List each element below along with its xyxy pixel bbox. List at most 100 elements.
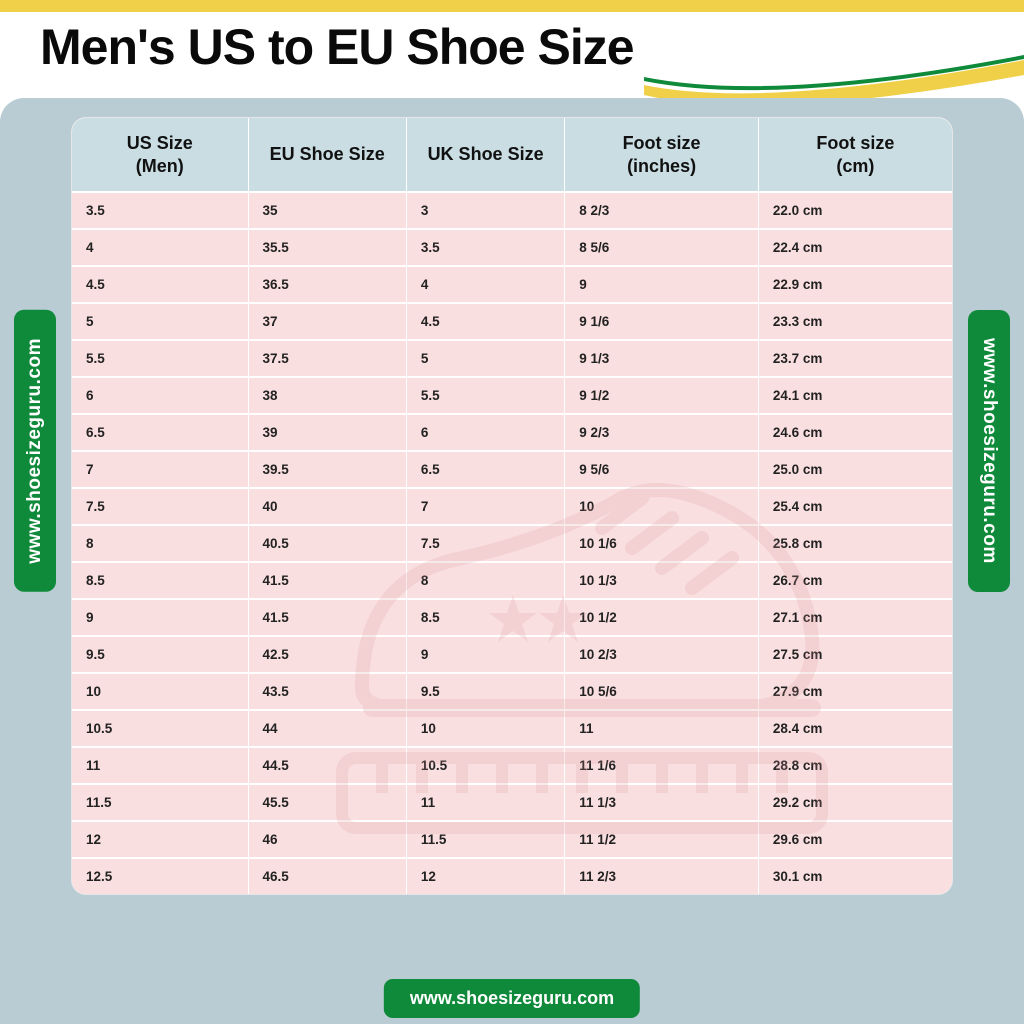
table-cell: 22.4 cm (758, 229, 952, 266)
table-cell: 23.3 cm (758, 303, 952, 340)
table-cell: 26.7 cm (758, 562, 952, 599)
column-header: UK Shoe Size (406, 118, 564, 192)
table-cell: 3.5 (406, 229, 564, 266)
table-cell: 39.5 (248, 451, 406, 488)
table-cell: 10 (406, 710, 564, 747)
table-cell: 25.8 cm (758, 525, 952, 562)
table-row: 3.53538 2/322.0 cm (72, 192, 952, 229)
table-row: 6.53969 2/324.6 cm (72, 414, 952, 451)
table-cell: 4.5 (72, 266, 248, 303)
table-cell: 41.5 (248, 599, 406, 636)
column-header: EU Shoe Size (248, 118, 406, 192)
table-cell: 43.5 (248, 673, 406, 710)
table-cell: 28.8 cm (758, 747, 952, 784)
table-cell: 10 1/3 (565, 562, 759, 599)
table-cell: 11 (72, 747, 248, 784)
table-cell: 35 (248, 192, 406, 229)
table-cell: 11.5 (406, 821, 564, 858)
table-row: 12.546.51211 2/330.1 cm (72, 858, 952, 894)
website-badge-bottom: www.shoesizeguru.com (384, 979, 640, 1018)
table-cell: 36.5 (248, 266, 406, 303)
table-row: 124611.511 1/229.6 cm (72, 821, 952, 858)
table-cell: 42.5 (248, 636, 406, 673)
table-cell: 8.5 (406, 599, 564, 636)
table-cell: 12.5 (72, 858, 248, 894)
table-cell: 9 (565, 266, 759, 303)
table-cell: 38 (248, 377, 406, 414)
table-cell: 40.5 (248, 525, 406, 562)
table-row: 941.58.510 1/227.1 cm (72, 599, 952, 636)
table-cell: 10 5/6 (565, 673, 759, 710)
table-cell: 27.5 cm (758, 636, 952, 673)
table-row: 6385.59 1/224.1 cm (72, 377, 952, 414)
table-cell: 29.6 cm (758, 821, 952, 858)
table-cell: 9 1/3 (565, 340, 759, 377)
table-row: 5.537.559 1/323.7 cm (72, 340, 952, 377)
table-cell: 44.5 (248, 747, 406, 784)
table-row: 5374.59 1/623.3 cm (72, 303, 952, 340)
table-cell: 11 1/6 (565, 747, 759, 784)
table-cell: 25.0 cm (758, 451, 952, 488)
table-cell: 22.0 cm (758, 192, 952, 229)
table-row: 1144.510.511 1/628.8 cm (72, 747, 952, 784)
table-cell: 9.5 (72, 636, 248, 673)
table-cell: 9.5 (406, 673, 564, 710)
table-row: 840.57.510 1/625.8 cm (72, 525, 952, 562)
table-cell: 3 (406, 192, 564, 229)
table-cell: 27.9 cm (758, 673, 952, 710)
table-cell: 9 1/6 (565, 303, 759, 340)
table-cell: 9 (72, 599, 248, 636)
table-row: 9.542.5910 2/327.5 cm (72, 636, 952, 673)
table-cell: 11 1/3 (565, 784, 759, 821)
table-cell: 10 (72, 673, 248, 710)
table-cell: 10.5 (72, 710, 248, 747)
size-table-container: US Size(Men)EU Shoe SizeUK Shoe SizeFoot… (72, 118, 952, 894)
column-header: US Size(Men) (72, 118, 248, 192)
table-cell: 29.2 cm (758, 784, 952, 821)
page-title: Men's US to EU Shoe Size (40, 18, 634, 76)
table-cell: 25.4 cm (758, 488, 952, 525)
table-cell: 4 (406, 266, 564, 303)
column-header: Foot size(cm) (758, 118, 952, 192)
column-header: Foot size(inches) (565, 118, 759, 192)
table-cell: 11 (565, 710, 759, 747)
table-cell: 30.1 cm (758, 858, 952, 894)
table-cell: 23.7 cm (758, 340, 952, 377)
table-row: 4.536.54922.9 cm (72, 266, 952, 303)
table-cell: 45.5 (248, 784, 406, 821)
table-cell: 46 (248, 821, 406, 858)
table-cell: 11 (406, 784, 564, 821)
table-cell: 46.5 (248, 858, 406, 894)
table-cell: 39 (248, 414, 406, 451)
table-cell: 24.6 cm (758, 414, 952, 451)
table-body: 3.53538 2/322.0 cm435.53.58 5/622.4 cm4.… (72, 192, 952, 894)
table-row: 435.53.58 5/622.4 cm (72, 229, 952, 266)
table-cell: 10.5 (406, 747, 564, 784)
table-cell: 37.5 (248, 340, 406, 377)
table-cell: 35.5 (248, 229, 406, 266)
table-cell: 5.5 (72, 340, 248, 377)
table-cell: 3.5 (72, 192, 248, 229)
table-cell: 10 1/6 (565, 525, 759, 562)
table-cell: 40 (248, 488, 406, 525)
table-cell: 12 (72, 821, 248, 858)
table-cell: 7.5 (406, 525, 564, 562)
table-cell: 9 1/2 (565, 377, 759, 414)
table-cell: 5 (72, 303, 248, 340)
table-cell: 37 (248, 303, 406, 340)
table-cell: 24.1 cm (758, 377, 952, 414)
table-cell: 4 (72, 229, 248, 266)
table-cell: 27.1 cm (758, 599, 952, 636)
table-cell: 28.4 cm (758, 710, 952, 747)
table-row: 8.541.5810 1/326.7 cm (72, 562, 952, 599)
table-cell: 8 (72, 525, 248, 562)
table-cell: 4.5 (406, 303, 564, 340)
table-cell: 9 (406, 636, 564, 673)
website-badge-left: www.shoesizeguru.com (14, 310, 56, 592)
table-cell: 8 2/3 (565, 192, 759, 229)
table-cell: 8 (406, 562, 564, 599)
table-cell: 10 1/2 (565, 599, 759, 636)
table-cell: 6.5 (72, 414, 248, 451)
table-row: 7.54071025.4 cm (72, 488, 952, 525)
table-cell: 6 (406, 414, 564, 451)
